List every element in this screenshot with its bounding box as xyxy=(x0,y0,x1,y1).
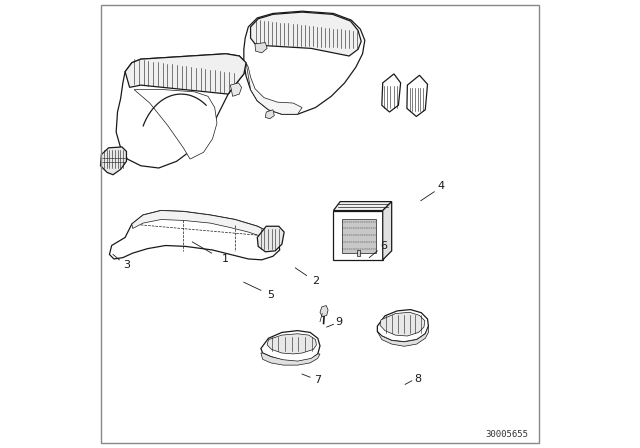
Text: 5: 5 xyxy=(268,290,274,300)
Polygon shape xyxy=(132,211,279,241)
Polygon shape xyxy=(267,334,316,354)
Polygon shape xyxy=(109,211,280,260)
Text: 2: 2 xyxy=(312,276,319,286)
Polygon shape xyxy=(382,74,401,112)
Polygon shape xyxy=(383,202,392,260)
Text: 30005655: 30005655 xyxy=(485,430,529,439)
Polygon shape xyxy=(380,312,425,336)
Text: 6: 6 xyxy=(381,241,388,250)
Polygon shape xyxy=(266,110,275,119)
Polygon shape xyxy=(378,310,428,342)
Polygon shape xyxy=(246,63,302,114)
Polygon shape xyxy=(320,306,328,317)
Polygon shape xyxy=(261,331,320,362)
Text: 1: 1 xyxy=(221,254,228,264)
Text: 7: 7 xyxy=(314,375,321,385)
Polygon shape xyxy=(255,43,267,53)
Polygon shape xyxy=(116,54,246,168)
Polygon shape xyxy=(134,90,217,159)
Text: 3: 3 xyxy=(123,260,130,270)
Text: 9: 9 xyxy=(335,317,342,327)
Polygon shape xyxy=(356,250,360,256)
Polygon shape xyxy=(125,54,246,94)
Text: 4: 4 xyxy=(437,181,445,191)
Polygon shape xyxy=(257,226,284,252)
Polygon shape xyxy=(407,75,428,116)
Polygon shape xyxy=(333,211,383,260)
Polygon shape xyxy=(261,353,320,365)
Text: 8: 8 xyxy=(414,374,421,383)
Polygon shape xyxy=(333,202,392,211)
Polygon shape xyxy=(100,147,127,175)
Polygon shape xyxy=(378,326,428,346)
Polygon shape xyxy=(244,11,365,114)
Polygon shape xyxy=(230,83,242,96)
Polygon shape xyxy=(342,219,376,253)
Polygon shape xyxy=(251,12,361,56)
